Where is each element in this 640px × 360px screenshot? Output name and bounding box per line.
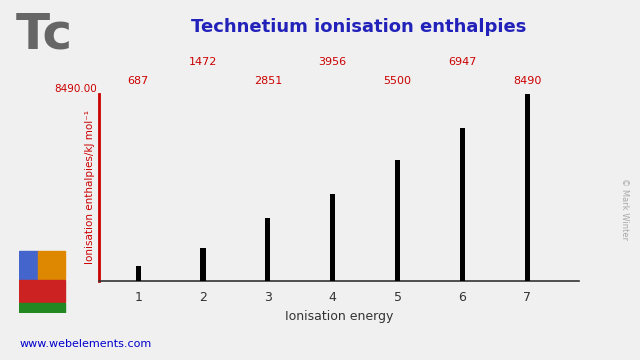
Text: 5500: 5500 xyxy=(383,76,412,86)
Y-axis label: Ionisation enthalpies/kJ mol⁻¹: Ionisation enthalpies/kJ mol⁻¹ xyxy=(85,110,95,264)
Text: 3956: 3956 xyxy=(319,57,347,67)
Bar xyxy=(265,218,271,281)
Bar xyxy=(19,303,65,313)
Text: 1472: 1472 xyxy=(189,57,217,67)
Text: www.webelements.com: www.webelements.com xyxy=(19,339,152,349)
Bar xyxy=(200,248,205,281)
Bar xyxy=(19,280,65,302)
Text: 687: 687 xyxy=(127,76,148,86)
Text: 8490.00: 8490.00 xyxy=(54,84,97,94)
Text: 2851: 2851 xyxy=(253,76,282,86)
Bar xyxy=(330,194,335,281)
Text: © Mark Winter: © Mark Winter xyxy=(620,178,628,240)
Text: 8490: 8490 xyxy=(513,76,541,86)
Text: 6947: 6947 xyxy=(448,57,477,67)
Bar xyxy=(525,94,530,281)
Bar xyxy=(460,128,465,281)
Bar xyxy=(395,159,400,281)
X-axis label: Ionisation energy: Ionisation energy xyxy=(285,310,394,323)
Text: Technetium ionisation enthalpies: Technetium ionisation enthalpies xyxy=(191,18,526,36)
Bar xyxy=(38,251,65,279)
Text: Tc: Tc xyxy=(16,11,73,59)
Bar xyxy=(19,251,38,279)
Bar xyxy=(136,266,141,281)
